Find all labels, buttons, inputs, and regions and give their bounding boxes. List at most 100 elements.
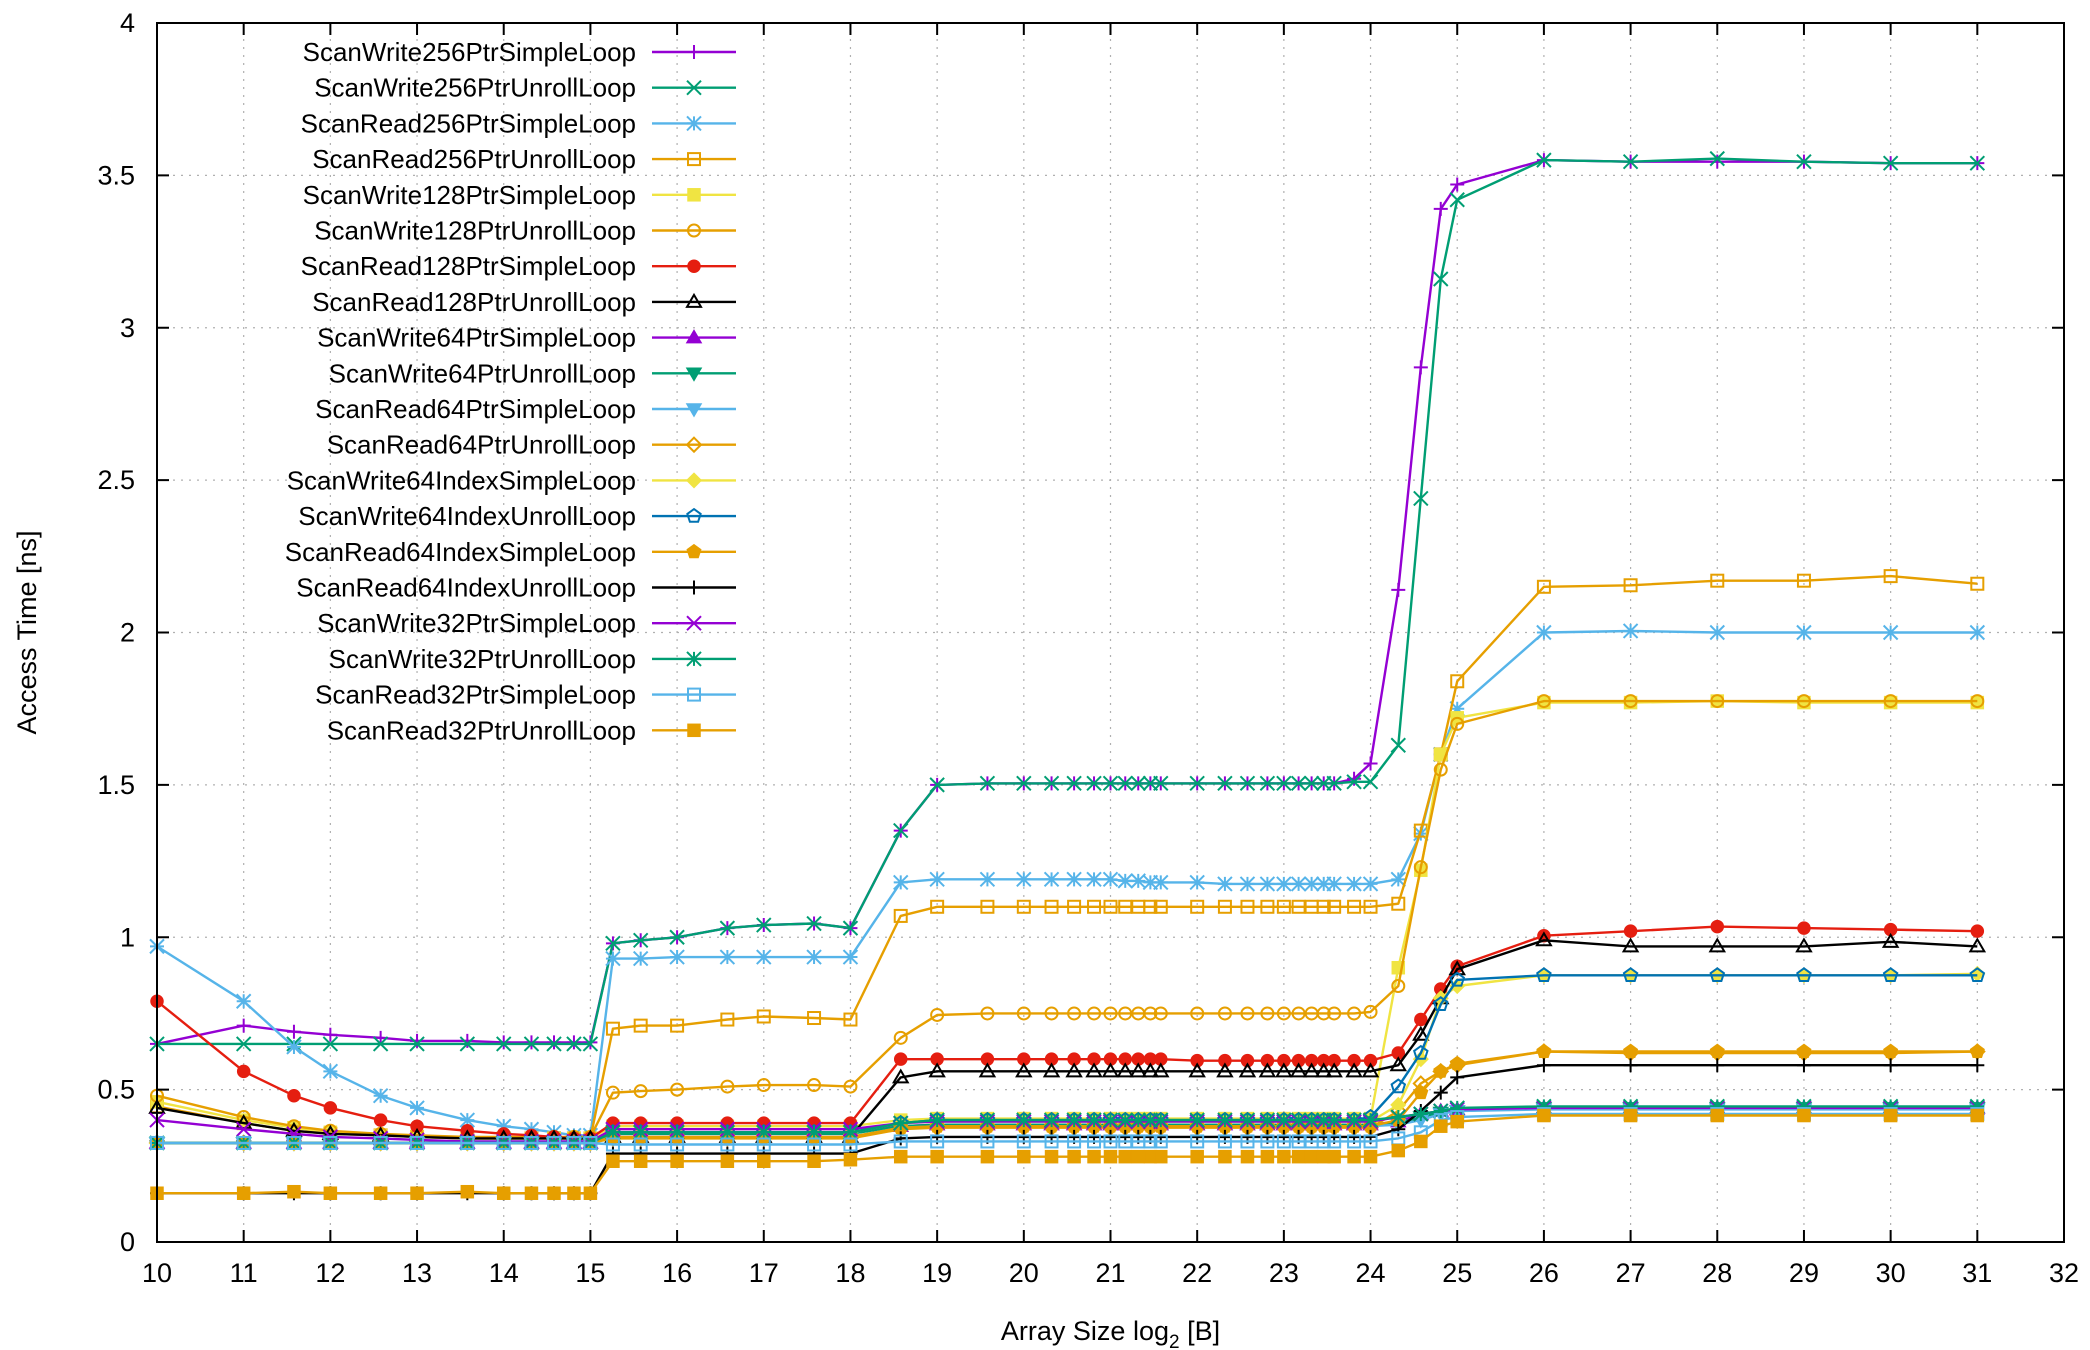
data-point: [1623, 694, 1638, 709]
data-point: [719, 949, 736, 965]
data-point: [1449, 1100, 1465, 1116]
data-point: [1239, 876, 1256, 892]
data-point: [1362, 876, 1379, 892]
series-line: [156, 629, 1978, 1137]
data-point: [1391, 1122, 1406, 1137]
legend-item: ScanWrite32PtrUnrollLoop: [329, 644, 736, 674]
data-point: [496, 1036, 512, 1052]
data-point: [1290, 775, 1307, 792]
data-point: [632, 1124, 649, 1140]
legend-swatch-marker: [687, 580, 701, 595]
series-ScanRead128PtrUnrollLoop: [148, 931, 1987, 1145]
data-point: [1129, 1062, 1147, 1078]
data-point: [236, 1186, 251, 1200]
data-point: [1710, 573, 1725, 588]
data-point: [496, 1135, 511, 1150]
data-point: [1433, 271, 1449, 287]
data-point: [605, 935, 621, 952]
data-point: [373, 1135, 388, 1150]
data-point: [1153, 899, 1168, 914]
data-point: [1450, 1070, 1465, 1085]
data-point: [929, 1112, 945, 1128]
data-point: [1277, 1053, 1291, 1068]
data-point: [1347, 1134, 1362, 1149]
data-point: [1143, 1134, 1158, 1149]
data-point: [1016, 1112, 1032, 1128]
x-tick-label: 12: [315, 1258, 345, 1288]
data-point: [979, 1112, 996, 1128]
legend-label: ScanWrite32PtrUnrollLoop: [329, 644, 636, 674]
data-point: [605, 950, 621, 967]
x-tick-label: 22: [1182, 1258, 1212, 1288]
data-point: [1347, 1149, 1361, 1164]
data-point: [893, 1030, 908, 1045]
data-point: [1016, 871, 1032, 888]
data-point: [1259, 876, 1276, 892]
legend-swatch-marker: [687, 45, 701, 59]
x-axis-title-unit: [B]: [1180, 1316, 1221, 1346]
data-point: [1346, 876, 1362, 892]
data-point: [1291, 1149, 1306, 1164]
legend-swatch-marker: [685, 436, 703, 454]
data-point: [807, 1078, 822, 1093]
data-point: [1326, 876, 1342, 892]
data-point: [1066, 775, 1082, 792]
data-point: [893, 1052, 908, 1066]
data-point: [1347, 1006, 1362, 1021]
data-point: [1413, 860, 1428, 875]
data-point: [1101, 1062, 1120, 1078]
data-point: [1536, 967, 1552, 983]
x-tick-label: 13: [402, 1258, 432, 1288]
data-point: [524, 1135, 539, 1150]
data-point: [1142, 874, 1159, 891]
data-point: [1240, 1149, 1255, 1164]
data-point: [1710, 919, 1725, 934]
data-point: [1883, 1058, 1898, 1073]
data-point: [979, 871, 996, 888]
data-point: [1217, 1112, 1233, 1128]
data-point: [1316, 899, 1331, 914]
data-point: [1622, 153, 1639, 170]
legend-item: ScanWrite64IndexUnrollLoop: [298, 501, 736, 531]
legend-label: ScanWrite64IndexUnrollLoop: [298, 501, 636, 531]
data-point: [1067, 1149, 1081, 1164]
legend-swatch-marker: [687, 687, 701, 702]
data-point: [1240, 1053, 1255, 1068]
legend-item: ScanWrite256PtrUnrollLoop: [314, 73, 736, 103]
data-point: [1116, 1062, 1134, 1078]
data-point: [1217, 876, 1233, 892]
data-point: [1218, 1149, 1232, 1164]
data-point: [524, 1186, 539, 1200]
x-tick-label: 31: [1962, 1258, 1992, 1288]
data-point: [1327, 1006, 1342, 1021]
data-point: [1259, 775, 1276, 792]
data-point: [235, 1121, 252, 1137]
data-point: [1303, 1112, 1320, 1128]
data-point: [1970, 1108, 1985, 1123]
legend-label: ScanRead64PtrUnrollLoop: [327, 430, 636, 460]
series-ScanRead128PtrSimpleLoop: [150, 919, 1985, 1146]
data-point: [670, 1018, 685, 1033]
data-point: [893, 822, 909, 839]
data-point: [1363, 899, 1378, 914]
legend-label: ScanRead256PtrUnrollLoop: [312, 144, 636, 174]
data-point: [1239, 775, 1256, 792]
data-point: [1448, 960, 1466, 976]
data-point: [806, 1124, 822, 1140]
data-point: [719, 1124, 736, 1140]
data-point: [323, 1186, 338, 1200]
data-point: [1087, 1134, 1102, 1149]
data-point: [1103, 899, 1118, 914]
data-point: [980, 1006, 995, 1021]
data-point: [1043, 871, 1060, 888]
legend-label: ScanWrite256PtrUnrollLoop: [314, 73, 636, 103]
data-point: [1276, 775, 1292, 792]
data-point: [322, 1063, 339, 1080]
data-point: [1390, 1078, 1407, 1094]
data-point: [1362, 774, 1379, 790]
data-point: [286, 1024, 301, 1039]
legend-item: ScanWrite64PtrSimpleLoop: [317, 323, 736, 353]
data-point: [1291, 1134, 1306, 1149]
data-point: [1796, 694, 1811, 709]
